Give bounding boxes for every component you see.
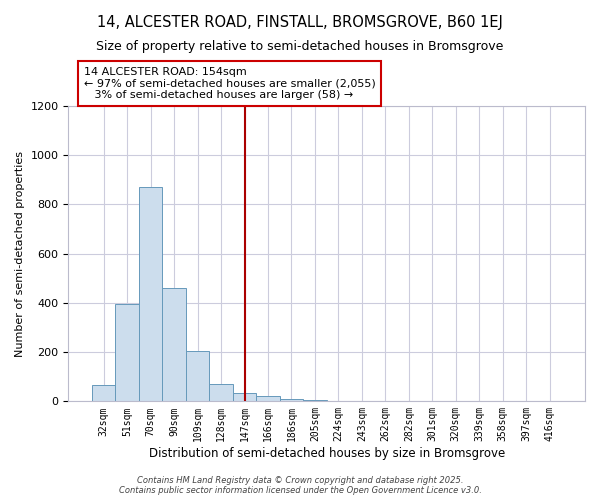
Text: 14, ALCESTER ROAD, FINSTALL, BROMSGROVE, B60 1EJ: 14, ALCESTER ROAD, FINSTALL, BROMSGROVE,… <box>97 15 503 30</box>
Bar <box>115 304 139 402</box>
Bar <box>303 400 327 402</box>
Bar <box>327 400 350 402</box>
Bar <box>280 399 303 402</box>
X-axis label: Distribution of semi-detached houses by size in Bromsgrove: Distribution of semi-detached houses by … <box>149 447 505 460</box>
Text: 14 ALCESTER ROAD: 154sqm
← 97% of semi-detached houses are smaller (2,055)
   3%: 14 ALCESTER ROAD: 154sqm ← 97% of semi-d… <box>84 67 376 100</box>
Text: Size of property relative to semi-detached houses in Bromsgrove: Size of property relative to semi-detach… <box>97 40 503 53</box>
Text: Contains HM Land Registry data © Crown copyright and database right 2025.
Contai: Contains HM Land Registry data © Crown c… <box>119 476 481 495</box>
Bar <box>163 288 186 402</box>
Bar <box>209 384 233 402</box>
Bar <box>233 392 256 402</box>
Bar <box>186 351 209 402</box>
Y-axis label: Number of semi-detached properties: Number of semi-detached properties <box>15 150 25 356</box>
Bar <box>256 396 280 402</box>
Bar <box>92 386 115 402</box>
Bar <box>139 187 163 402</box>
